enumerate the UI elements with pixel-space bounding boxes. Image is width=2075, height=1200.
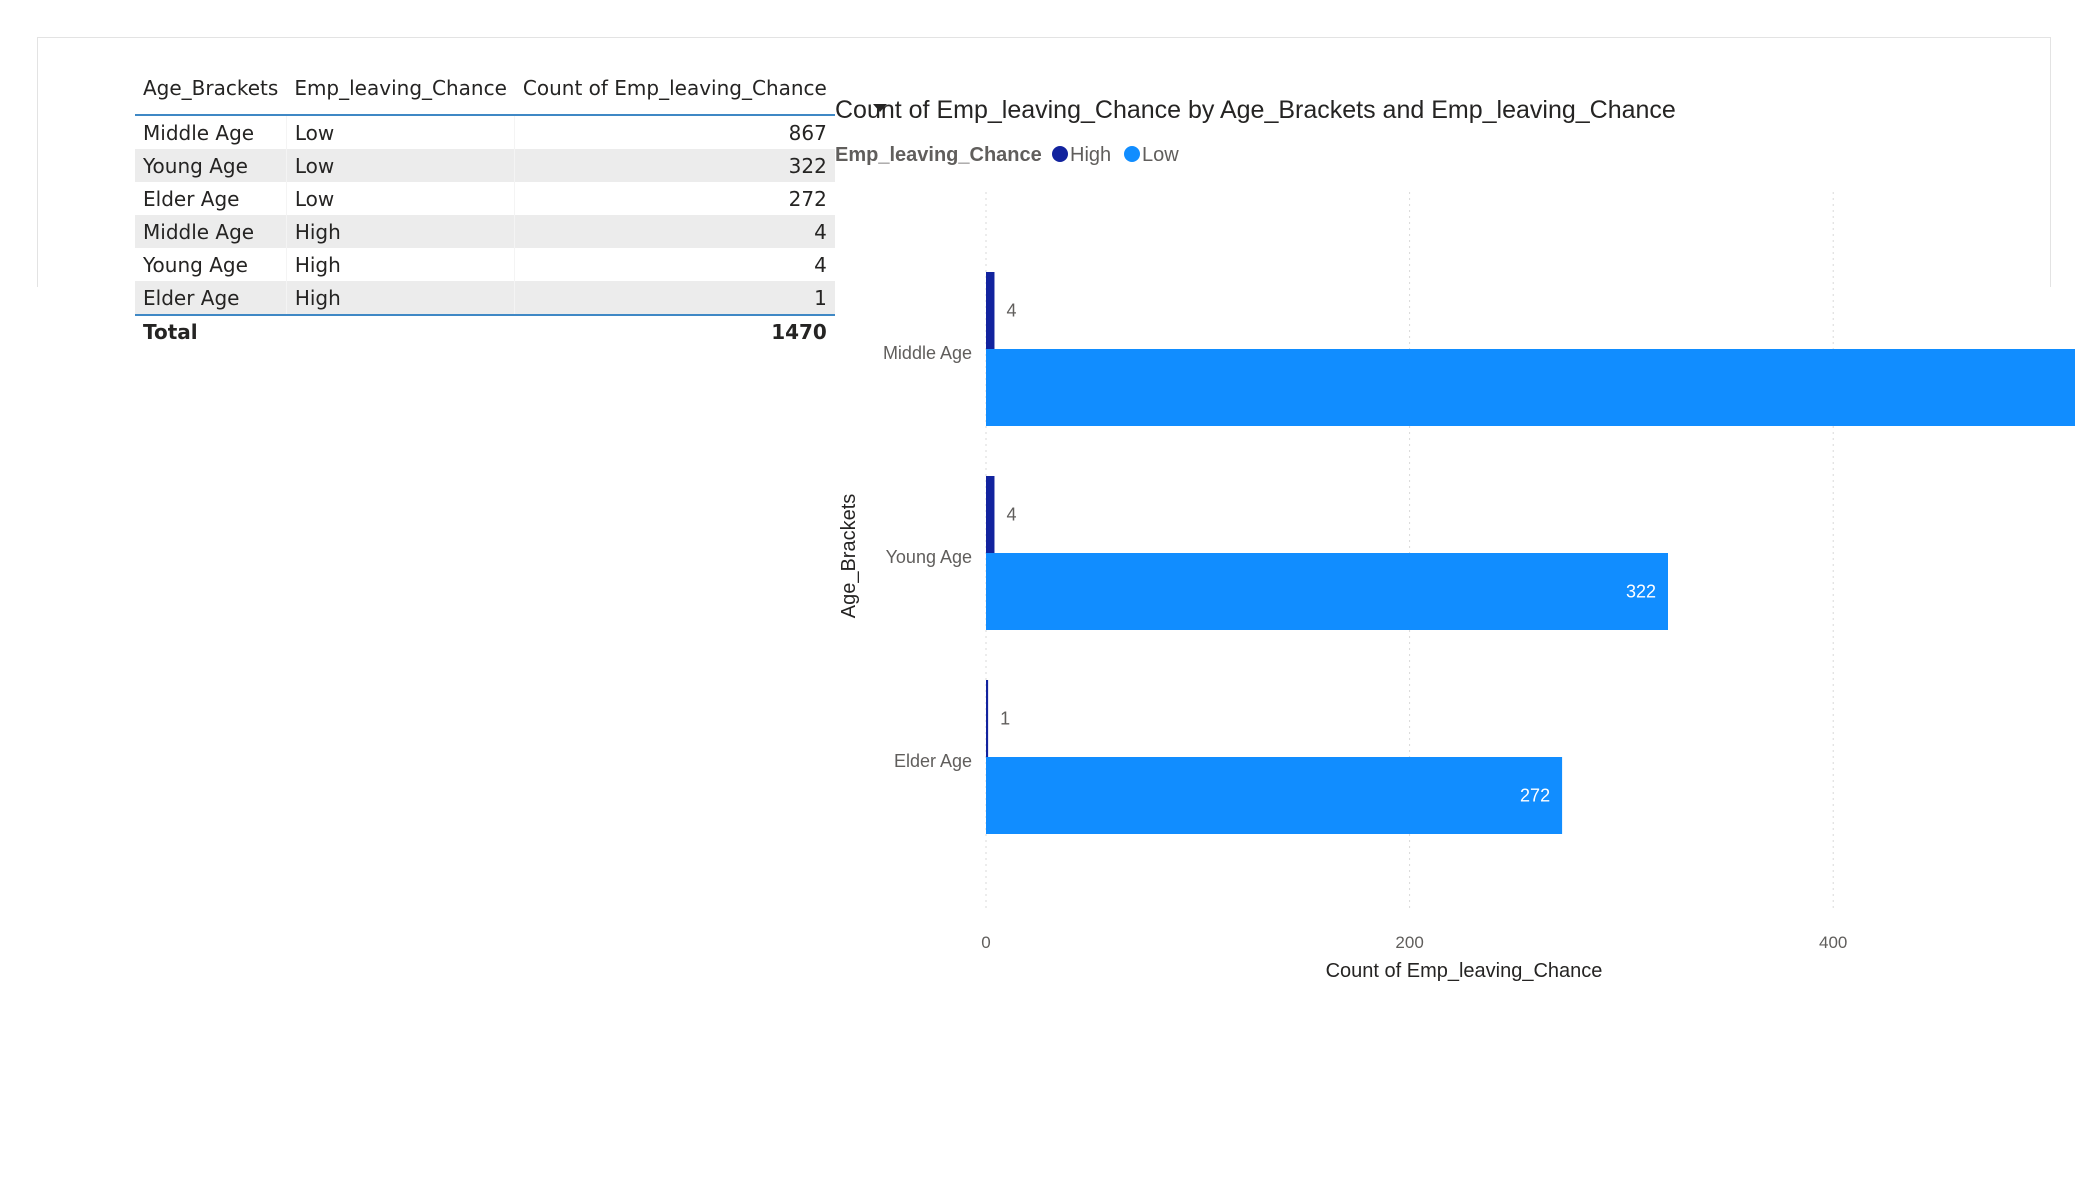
legend-title: Emp_leaving_Chance <box>835 144 1042 166</box>
chart-title: Count of Emp_leaving_Chance by Age_Brack… <box>835 96 1676 124</box>
table-row[interactable]: Young Age High 4 <box>135 248 835 281</box>
cell-count: 322 <box>514 149 835 182</box>
cell-leaving-chance: Low <box>285 149 515 182</box>
y-axis: Middle Age Young Age Elder Age <box>883 343 972 771</box>
table-row[interactable]: Elder Age Low 272 <box>135 182 835 215</box>
cell-leaving-chance: High <box>285 215 515 248</box>
bar-high-elder-age <box>986 680 989 757</box>
cell-count: 4 <box>514 248 835 281</box>
legend-marker-low <box>1124 146 1140 162</box>
legend: High Low <box>1052 144 1179 166</box>
column-header-count-label: Count of Emp_leaving_Chance <box>522 76 827 100</box>
y-axis-title: Age_Brackets <box>838 494 860 619</box>
sort-descending-icon[interactable] <box>872 104 887 112</box>
total-spacer <box>286 314 515 348</box>
cell-leaving-chance: Low <box>285 115 515 149</box>
bar-low-young-age <box>986 553 1668 630</box>
column-header-emp-leaving-chance[interactable]: Emp_leaving_Chance <box>286 72 515 116</box>
cell-age-bracket: Middle Age <box>135 215 287 248</box>
cell-age-bracket: Young Age <box>135 149 287 182</box>
bar-low-middle-age <box>986 349 2075 426</box>
cell-count: 272 <box>514 182 835 215</box>
matrix-table: Age_Brackets Emp_leaving_Chance Count of… <box>135 72 887 348</box>
cell-age-bracket: Elder Age <box>135 281 287 315</box>
total-value: 1470 <box>514 314 835 348</box>
table-row[interactable]: Middle Age High 4 <box>135 215 835 248</box>
data-label: 1 <box>1000 709 1010 729</box>
column-header-count[interactable]: Count of Emp_leaving_Chance <box>514 72 887 116</box>
y-tick-label: Elder Age <box>894 751 972 771</box>
x-tick-label: 400 <box>1819 933 1847 952</box>
cell-count: 1 <box>514 281 835 315</box>
data-label: 272 <box>1520 786 1550 806</box>
cell-count: 4 <box>514 215 835 248</box>
bar-high-middle-age <box>986 272 995 349</box>
total-label: Total <box>135 314 287 348</box>
bars: 486743221272 <box>986 272 2075 834</box>
cell-age-bracket: Young Age <box>143 252 248 277</box>
data-label: 322 <box>1626 582 1656 602</box>
data-label: 4 <box>1006 301 1016 321</box>
y-tick-label: Young Age <box>886 547 972 567</box>
x-tick-label: 0 <box>981 933 990 952</box>
total-row: Total 1470 <box>135 314 835 348</box>
y-tick-label: Middle Age <box>883 343 972 363</box>
table-row[interactable]: Young Age Low 322 <box>135 149 835 182</box>
x-axis: 0200400600800 <box>981 933 1847 952</box>
data-label: 4 <box>1006 505 1016 525</box>
x-tick-label: 200 <box>1395 933 1423 952</box>
table-row[interactable]: Middle Age Low 867 <box>135 115 835 149</box>
bar-high-young-age <box>986 476 995 553</box>
cell-leaving-chance: Low <box>285 182 515 215</box>
cell-leaving-chance: High <box>285 248 515 281</box>
cell-age-bracket: Middle Age <box>143 120 255 145</box>
table-row[interactable]: Elder Age High 1 <box>135 281 835 315</box>
legend-marker-high <box>1052 146 1068 162</box>
report-frame <box>37 37 2051 287</box>
cell-count: 867 <box>514 115 835 149</box>
bar-low-elder-age <box>986 757 1563 834</box>
cell-age-bracket: Elder Age <box>143 186 240 211</box>
column-header-age-brackets[interactable]: Age_Brackets <box>135 72 287 116</box>
legend-label-low: Low <box>1142 144 1179 166</box>
cell-leaving-chance: High <box>285 281 515 315</box>
x-axis-title: Count of Emp_leaving_Chance <box>1326 960 1603 982</box>
legend-label-high: High <box>1070 144 1111 166</box>
